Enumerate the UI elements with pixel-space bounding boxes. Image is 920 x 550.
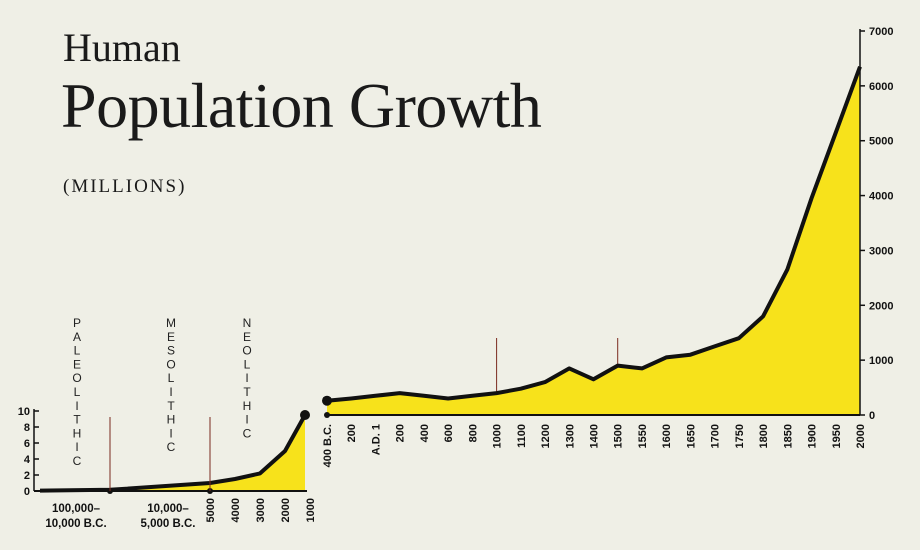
x-tick-label: 1000 xyxy=(492,424,504,448)
era-letter: O xyxy=(166,357,175,371)
y-tick-label: 0 xyxy=(24,486,30,498)
start-marker xyxy=(322,395,332,406)
era-letter: I xyxy=(75,399,78,413)
era-letter: L xyxy=(74,385,81,399)
era-letter: L xyxy=(168,371,175,385)
era-letter: A xyxy=(73,330,81,344)
era-letter: C xyxy=(167,440,176,454)
x-tick-label: 1300 xyxy=(564,424,576,448)
x-tick-label: 5000 xyxy=(205,498,217,522)
era-letter: H xyxy=(243,399,252,413)
era-letter: H xyxy=(167,413,176,427)
x-tick-label: 1200 xyxy=(540,424,552,448)
x-tick-label: 400 xyxy=(419,424,431,442)
x-tick-label: A.D. 1 xyxy=(371,424,383,455)
x-tick-label: 3000 xyxy=(255,498,267,522)
x-tick-label: 400 B.C. xyxy=(322,424,334,467)
y-tick-label: 5000 xyxy=(869,136,893,148)
x-tick-label: 1400 xyxy=(589,424,601,448)
y-tick-label: 7000 xyxy=(869,26,893,38)
y-tick-label: 1000 xyxy=(869,355,893,367)
x-tick-label: 2000 xyxy=(280,498,292,522)
y-tick-label: 8 xyxy=(24,422,30,434)
era-letter: C xyxy=(73,454,82,468)
era-letter: L xyxy=(74,344,81,358)
era-letter: S xyxy=(167,344,175,358)
chart-title-line2: Population Growth xyxy=(61,70,542,141)
x-tick-label: 2000 xyxy=(855,424,867,448)
era-letter: C xyxy=(243,426,252,440)
era-letter: I xyxy=(245,371,248,385)
y-tick-label: 2000 xyxy=(869,300,893,312)
era-range-line2: 10,000 B.C. xyxy=(45,518,106,530)
era-letter: O xyxy=(72,371,81,385)
y-tick-label: 4000 xyxy=(869,191,893,203)
era-range-line2: 5,000 B.C. xyxy=(141,518,196,530)
era-letter: I xyxy=(75,440,78,454)
x-tick-label: 200 xyxy=(346,424,358,442)
era-letter: L xyxy=(244,357,251,371)
era-letter: I xyxy=(169,385,172,399)
y-tick-label: 6000 xyxy=(869,81,893,93)
x-tick-label: 1650 xyxy=(685,424,697,448)
y-tick-label: 4 xyxy=(24,454,31,466)
era-letter: T xyxy=(167,399,175,413)
era-letter: T xyxy=(73,413,81,427)
era-letter: E xyxy=(243,330,251,344)
x-tick-label: 1550 xyxy=(637,424,649,448)
x-tick-label: 1000 xyxy=(305,498,317,522)
era-letter: I xyxy=(245,413,248,427)
x-tick-label: 1900 xyxy=(807,424,819,448)
x-tick-label: 200 xyxy=(395,424,407,442)
era-letter: M xyxy=(166,316,176,330)
era-letter: H xyxy=(73,426,82,440)
era-letter: O xyxy=(242,344,251,358)
y-tick-label: 3000 xyxy=(869,245,893,257)
x-tick-label: 1600 xyxy=(661,424,673,448)
x-tick-label: 1850 xyxy=(782,424,794,448)
y-tick-label: 6 xyxy=(24,438,30,450)
area-prehistoric xyxy=(40,415,305,491)
x-tick-label: 800 xyxy=(467,424,479,442)
era-letter: E xyxy=(73,357,81,371)
era-letter: N xyxy=(243,316,252,330)
x-tick-label: 1500 xyxy=(613,424,625,448)
x-tick-label: 1700 xyxy=(710,424,722,448)
x-tick-label: 4000 xyxy=(230,498,242,522)
era-letter: P xyxy=(73,316,81,330)
x-tick-label: 1750 xyxy=(734,424,746,448)
era-letter: E xyxy=(167,330,175,344)
units-label: (MILLIONS) xyxy=(63,176,187,197)
era-letter: I xyxy=(169,426,172,440)
axis-marker xyxy=(324,412,330,418)
y-tick-label: 0 xyxy=(869,410,875,422)
x-tick-label: 1800 xyxy=(758,424,770,448)
chart-title-line1: Human xyxy=(63,25,181,70)
y-tick-label: 2 xyxy=(24,470,30,482)
era-range-line1: 10,000– xyxy=(147,503,189,515)
y-tick-label: 10 xyxy=(18,406,30,418)
area-historic xyxy=(327,66,860,415)
era-letter: T xyxy=(243,385,251,399)
x-tick-label: 1950 xyxy=(831,424,843,448)
x-tick-label: 1100 xyxy=(516,424,528,448)
end-marker xyxy=(300,410,310,420)
x-tick-label: 600 xyxy=(443,424,455,442)
era-range-line1: 100,000– xyxy=(52,503,101,515)
